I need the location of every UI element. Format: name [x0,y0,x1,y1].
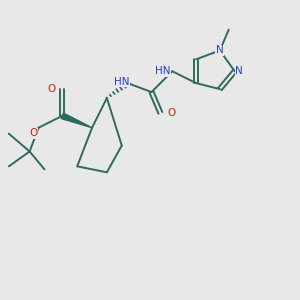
Text: HN: HN [155,66,171,76]
Text: N: N [216,45,224,56]
Text: HN: HN [114,76,129,87]
Text: O: O [47,84,56,94]
Text: O: O [30,128,38,138]
Polygon shape [61,113,92,128]
Text: O: O [167,108,175,118]
Text: N: N [235,66,243,76]
